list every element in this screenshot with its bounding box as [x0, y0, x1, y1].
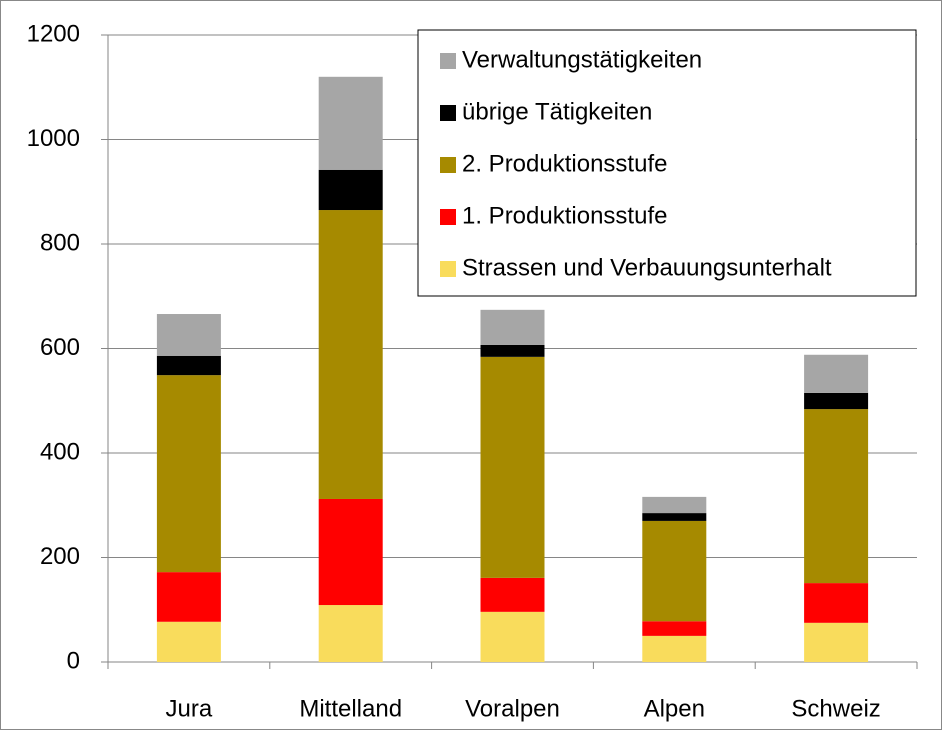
bar-segment [318, 76, 383, 170]
legend-label: übrige Tätigkeiten [462, 98, 652, 125]
bar-segment [318, 498, 383, 606]
x-tick-label: Voralpen [465, 695, 560, 722]
y-tick-label: 200 [40, 543, 80, 570]
bar-segment [642, 496, 707, 514]
bar-segment [804, 392, 869, 410]
bar-segment [156, 621, 221, 662]
legend-swatch [440, 261, 456, 277]
legend-label: 2. Produktionsstufe [462, 150, 667, 177]
bar-segment [318, 169, 383, 211]
bar-segment [642, 621, 707, 636]
bar-segment [642, 635, 707, 662]
bar-segment [156, 314, 221, 356]
bar-segment [642, 513, 707, 521]
bar-segment [480, 577, 545, 612]
y-tick-label: 1200 [27, 20, 80, 47]
legend-label: 1. Produktionsstufe [462, 202, 667, 229]
y-tick-label: 800 [40, 229, 80, 256]
legend-swatch [440, 105, 456, 121]
bar-segment [156, 355, 221, 376]
legend-swatch [440, 53, 456, 69]
y-tick-label: 600 [40, 334, 80, 361]
legend-label: Verwaltungstätigkeiten [462, 46, 702, 73]
bar-segment [156, 375, 221, 573]
x-tick-label: Jura [166, 695, 213, 722]
bar-segment [480, 356, 545, 578]
bar-segment [642, 520, 707, 622]
legend-label: Strassen und Verbauungsunterhalt [462, 254, 832, 281]
legend-swatch [440, 157, 456, 173]
bar-segment [804, 622, 869, 662]
x-tick-label: Mittelland [299, 695, 402, 722]
bar-segment [804, 409, 869, 584]
bar-segment [156, 572, 221, 622]
bar-segment [804, 354, 869, 393]
legend-swatch [440, 209, 456, 225]
x-tick-label: Schweiz [791, 695, 880, 722]
bar-segment [318, 210, 383, 499]
y-tick-label: 400 [40, 438, 80, 465]
bar-segment [480, 611, 545, 662]
legend-box [417, 29, 917, 297]
bar-segment [318, 605, 383, 662]
bar-segment [480, 309, 545, 345]
bar-segment [804, 583, 869, 623]
x-tick-label: Alpen [644, 695, 705, 722]
y-tick-label: 0 [67, 647, 80, 674]
y-tick-label: 1000 [27, 125, 80, 152]
bar-segment [480, 344, 545, 357]
